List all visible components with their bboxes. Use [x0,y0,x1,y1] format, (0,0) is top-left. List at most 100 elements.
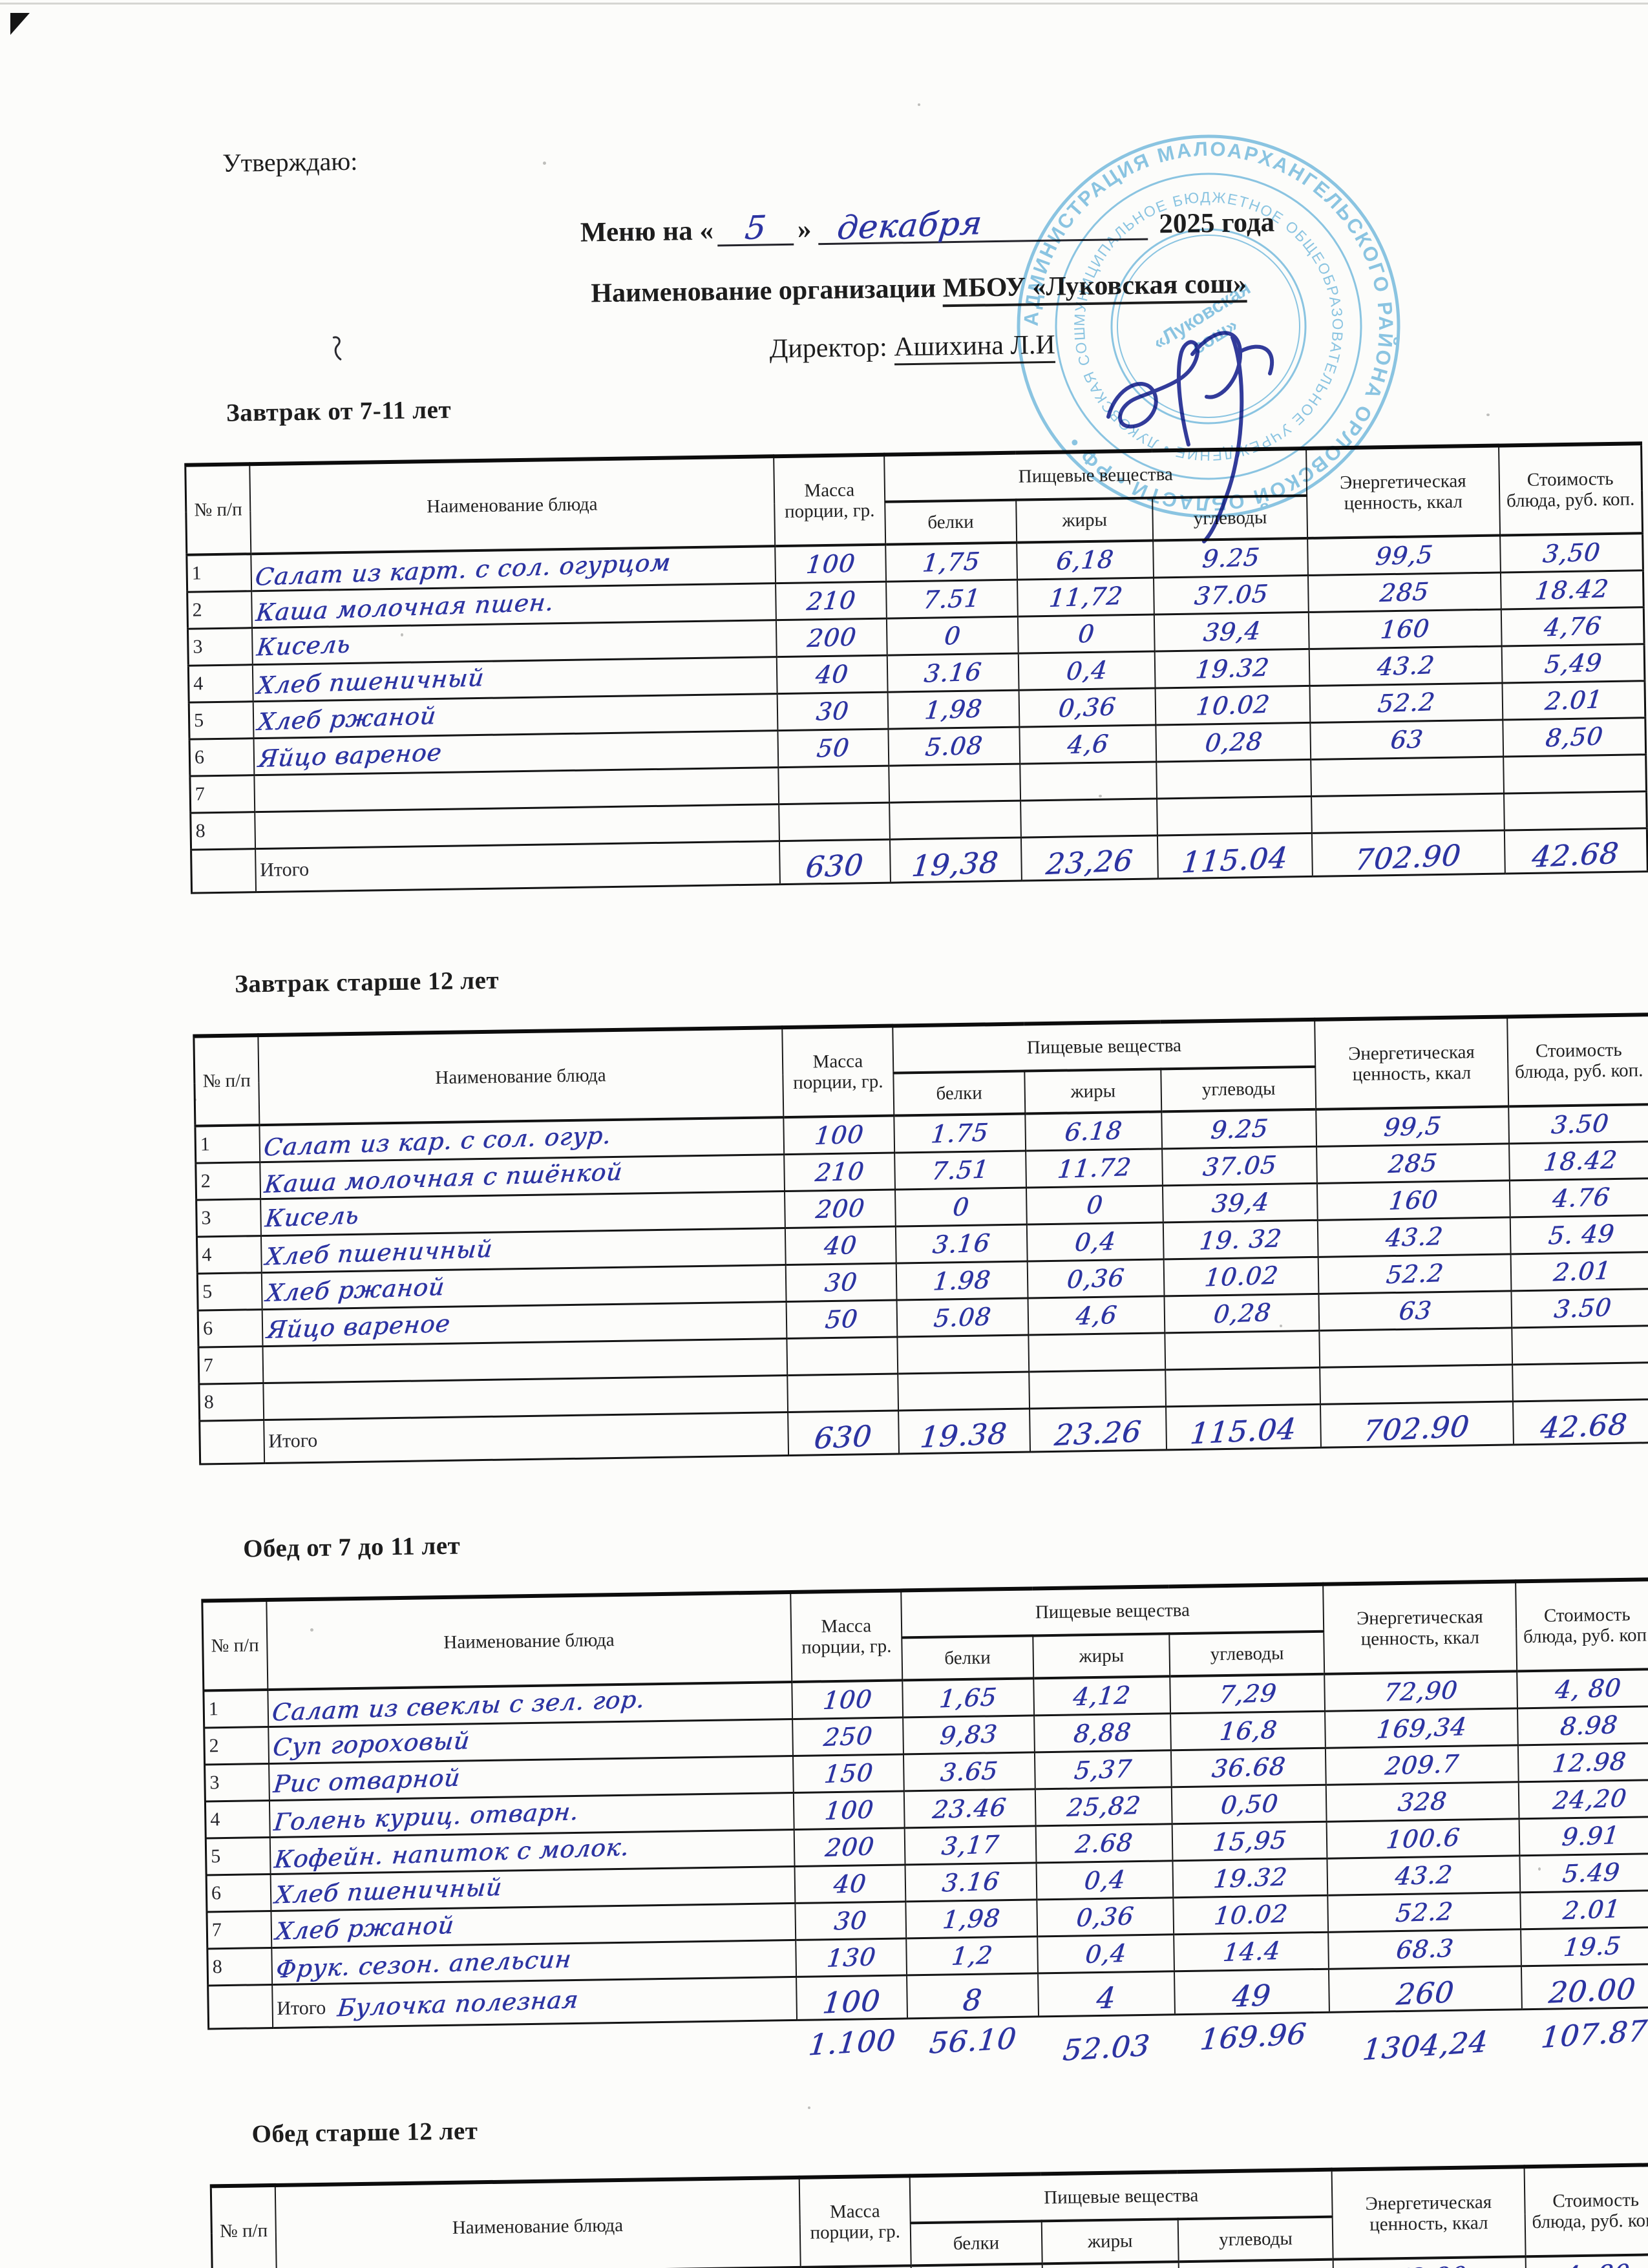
handwritten-value: 4,76 [1542,611,1603,642]
handwritten-value: 160 [1388,1185,1440,1216]
col-header-cost: Стоимость блюда, руб. коп. [1515,1579,1648,1672]
row-number-cell: 4 [205,1800,270,1838]
col-header-energy: Энергетическая ценность, ккал [1306,445,1500,538]
handwritten-value: Каша молочная с пшёнкой [262,1157,624,1199]
handwritten-value: 56.10 [928,2021,1019,2061]
row-number-cell: 2 [187,591,252,629]
handwritten-value: 19,38 [910,845,1000,883]
value-cell-protein: 5.08 [896,1298,1029,1338]
handwritten-value: 42.68 [1530,835,1621,874]
handwritten-value: Кисель [263,1201,361,1233]
col-header-num: № п/п [185,464,251,555]
value-cell-mass: 100 [792,1680,903,1719]
value-cell-cost: 5.49 [1519,1853,1648,1893]
value-cell-mass: 200 [784,1190,896,1228]
value-cell-fat: 6,18 [1016,540,1154,580]
handwritten-value: 100 [821,1983,882,2021]
printed-value: 4 [202,1244,212,1266]
value-cell-mass: 150 [792,1754,904,1793]
row-number-cell: 2 [195,1162,260,1201]
handwritten-value: 63 [1389,724,1425,755]
stray-pen-mark [332,336,342,361]
grand-empty-cell [272,2025,798,2097]
handwritten-value: 52.2 [1393,1896,1455,1928]
value-cell-cost: 2.01 [1519,1890,1648,1929]
row-number-cell: 6 [198,1309,263,1348]
scan-speck [1280,1325,1282,1327]
handwritten-value: 10.02 [1212,1899,1289,1931]
row-number-cell: 7 [206,1911,271,1949]
handwritten-value: 200 [814,1193,866,1224]
handwritten-value: 0 [1085,1190,1104,1220]
col-header-dish: Наименование блюда [266,1592,792,1690]
grand-total-mass: 1.100 [797,2023,909,2090]
value-cell-protein: 3.16 [887,653,1019,693]
handwritten-value: 19.5 [1561,1931,1623,1962]
value-cell-energy: 285 [1308,572,1501,613]
grand-total-carbs: 169.96 [1176,2017,1331,2084]
handwritten-value: 23.26 [1052,1414,1143,1453]
handwritten-value: 169.96 [1198,2016,1308,2057]
value-cell-protein: 3,17 [904,1825,1037,1865]
total-value-protein: 19,38 [889,837,1022,883]
handwritten-value: 8 [960,1982,984,2018]
handwritten-value: 52.03 [1061,2028,1152,2068]
menu-day-slot: 5 [717,209,794,247]
handwritten-value: 30 [814,696,850,726]
grand-total-fat: 52.03 [1039,2019,1177,2086]
total-label-cell: Итого [263,1412,788,1464]
row-number-cell: 8 [207,1948,272,1986]
value-cell-cost: 18.42 [1508,1141,1648,1181]
handwritten-value: 3,50 [1541,538,1602,569]
scan-speck [1099,795,1102,797]
value-cell-fat [1019,761,1157,801]
total-label: Итого [268,1429,318,1452]
handwritten-value: 285 [1387,1148,1439,1179]
row-number-cell: 2 [204,1727,269,1765]
value-cell-fat: 4,6 [1028,1296,1165,1336]
value-cell-energy [1311,757,1504,797]
col-header-protein: белки [910,2221,1042,2266]
value-cell-carbs: 10.02 [1173,1895,1329,1935]
col-header-protein: белки [893,1071,1025,1116]
handwritten-value: 19.32 [1212,1862,1289,1894]
handwritten-value: 210 [805,585,857,616]
total-value-cost: 20.00 [1521,1964,1648,2010]
approve-label: Утверждаю: [222,146,358,178]
value-cell-carbs [1165,1367,1321,1407]
printed-value: 4 [210,1809,220,1831]
row-number-cell: 4 [188,664,253,703]
value-cell-fat: 11,72 [1017,577,1155,617]
total-value-cost: 42.68 [1504,828,1648,874]
value-cell-fat: 4,6 [1019,724,1157,764]
section-title: Завтрак старше 12 лет [234,966,500,998]
handwritten-value: 200 [823,1832,876,1863]
printed-value: 4 [193,673,204,695]
value-cell-cost: 3.50 [1511,1288,1648,1328]
value-cell-carbs: 9.25 [1161,1109,1317,1149]
scan-speck [918,103,920,106]
printed-value: 7 [203,1354,214,1376]
handwritten-value: 30 [832,1906,869,1936]
menu-title-prefix: Меню на « [580,215,714,248]
value-cell-protein [897,1335,1029,1374]
handwritten-value: 49 [1231,1977,1273,2014]
handwritten-value: Хлеб пшеничный [255,663,485,700]
row-number-cell: 5 [197,1272,262,1311]
total-value-mass: 630 [779,839,891,885]
value-cell-protein [889,764,1020,803]
printed-value: 5 [202,1281,213,1303]
total-value-fat: 4 [1037,1971,1176,2017]
menu-table: № п/п Наименование блюда Масса порции, г… [209,2162,1648,2268]
handwritten-value: 1,98 [923,694,984,725]
menu-title-line: Меню на « 5 » декабря 2025 года [580,198,1647,248]
value-cell-cost: 12.98 [1517,1743,1648,1782]
handwritten-value: 16,8 [1218,1715,1279,1747]
handwritten-value: 0 [942,621,962,651]
total-value-energy: 260 [1329,1966,1522,2013]
handwritten-value: 0,28 [1203,727,1264,758]
handwritten-value: 37.05 [1192,579,1270,611]
handwritten-value: 8,88 [1072,1717,1133,1748]
value-cell-cost: 4, 80 [1525,2254,1648,2268]
handwritten-value: 702.90 [1362,1409,1472,1448]
